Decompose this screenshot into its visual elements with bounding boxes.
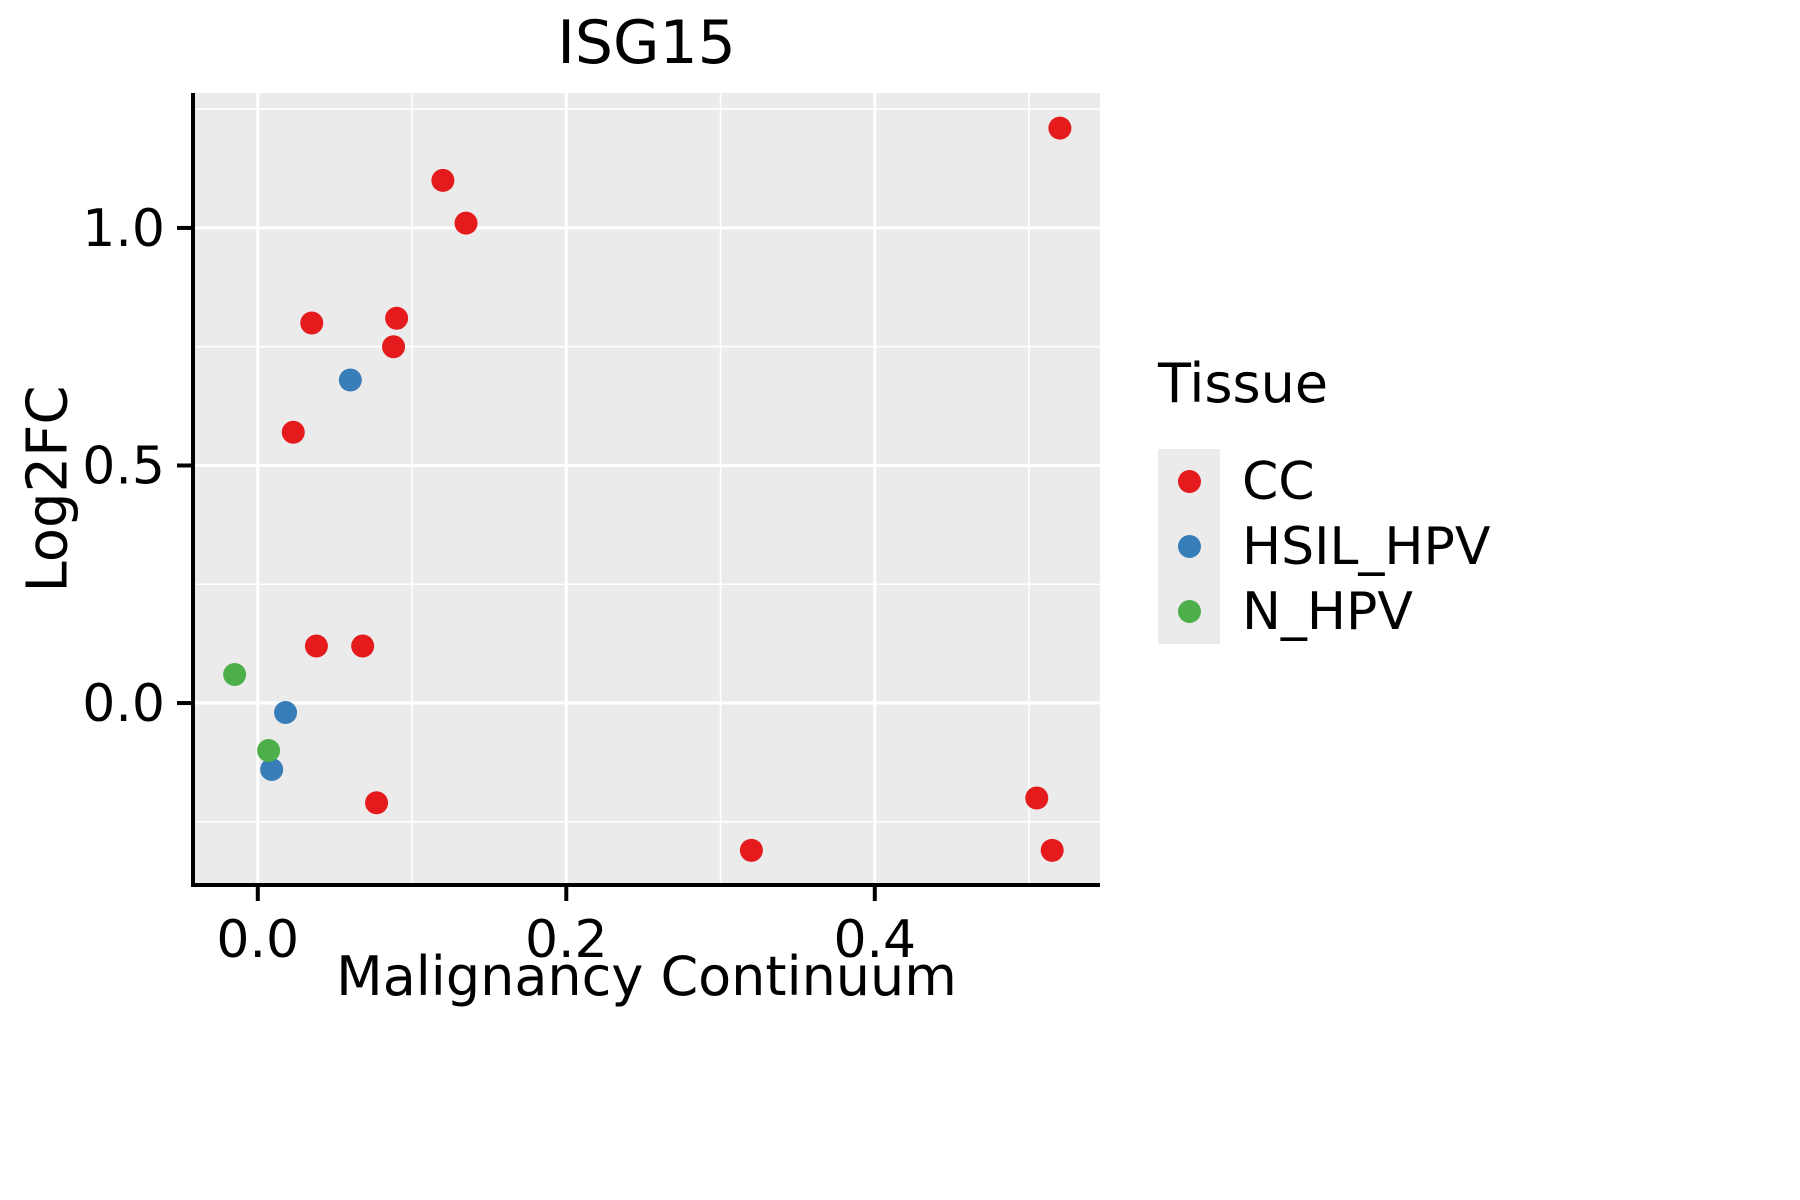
data-point-CC [281, 420, 305, 444]
legend-item-n-hpv: N_HPV [1158, 579, 1490, 644]
data-point-CC [454, 211, 478, 235]
data-point-CC [300, 311, 324, 335]
data-point-CC [351, 634, 375, 658]
legend-entries: CC HSIL_HPV N_HPV [1158, 449, 1490, 644]
data-point-HSIL_HPV [274, 701, 298, 725]
legend: Tissue CC HSIL_HPV N_HPV [1158, 352, 1490, 644]
data-point-HSIL_HPV [338, 368, 362, 392]
y-tick-label: 0.5 [82, 436, 165, 496]
data-point-CC [1025, 786, 1049, 810]
legend-key [1158, 579, 1220, 644]
legend-label: N_HPV [1242, 581, 1413, 642]
x-tick-label: 0.2 [525, 910, 608, 970]
data-point-HSIL_HPV [260, 758, 284, 782]
legend-dot-hsil-hpv [1177, 535, 1201, 558]
y-tick-label: 1.0 [82, 199, 165, 259]
legend-item-hsil-hpv: HSIL_HPV [1158, 514, 1490, 579]
legend-item-cc: CC [1158, 449, 1490, 514]
legend-dot-cc [1177, 470, 1201, 493]
y-tick-label: 0.0 [82, 674, 165, 734]
x-axis-label: Malignancy Continuum [336, 945, 957, 1008]
y-axis-label: Log2FC [15, 385, 81, 593]
data-point-CC [365, 791, 389, 815]
plot-title: ISG15 [557, 8, 736, 78]
x-tick-label: 0.4 [833, 910, 916, 970]
legend-label: HSIL_HPV [1242, 516, 1491, 577]
data-point-N_HPV [257, 739, 281, 763]
data-point-N_HPV [223, 663, 247, 687]
data-point-CC [739, 838, 763, 862]
legend-dot-n-hpv [1177, 600, 1201, 623]
legend-key [1158, 449, 1220, 514]
legend-title: Tissue [1158, 352, 1329, 415]
data-point-CC [304, 634, 328, 658]
legend-key [1158, 514, 1220, 579]
data-point-CC [385, 306, 409, 330]
legend-label: CC [1242, 451, 1315, 512]
x-tick-label: 0.0 [216, 910, 299, 970]
data-point-CC [1040, 838, 1064, 862]
data-point-CC [431, 168, 455, 192]
plot-panel [193, 93, 1100, 885]
data-point-CC [1048, 116, 1072, 140]
data-point-CC [382, 335, 406, 359]
